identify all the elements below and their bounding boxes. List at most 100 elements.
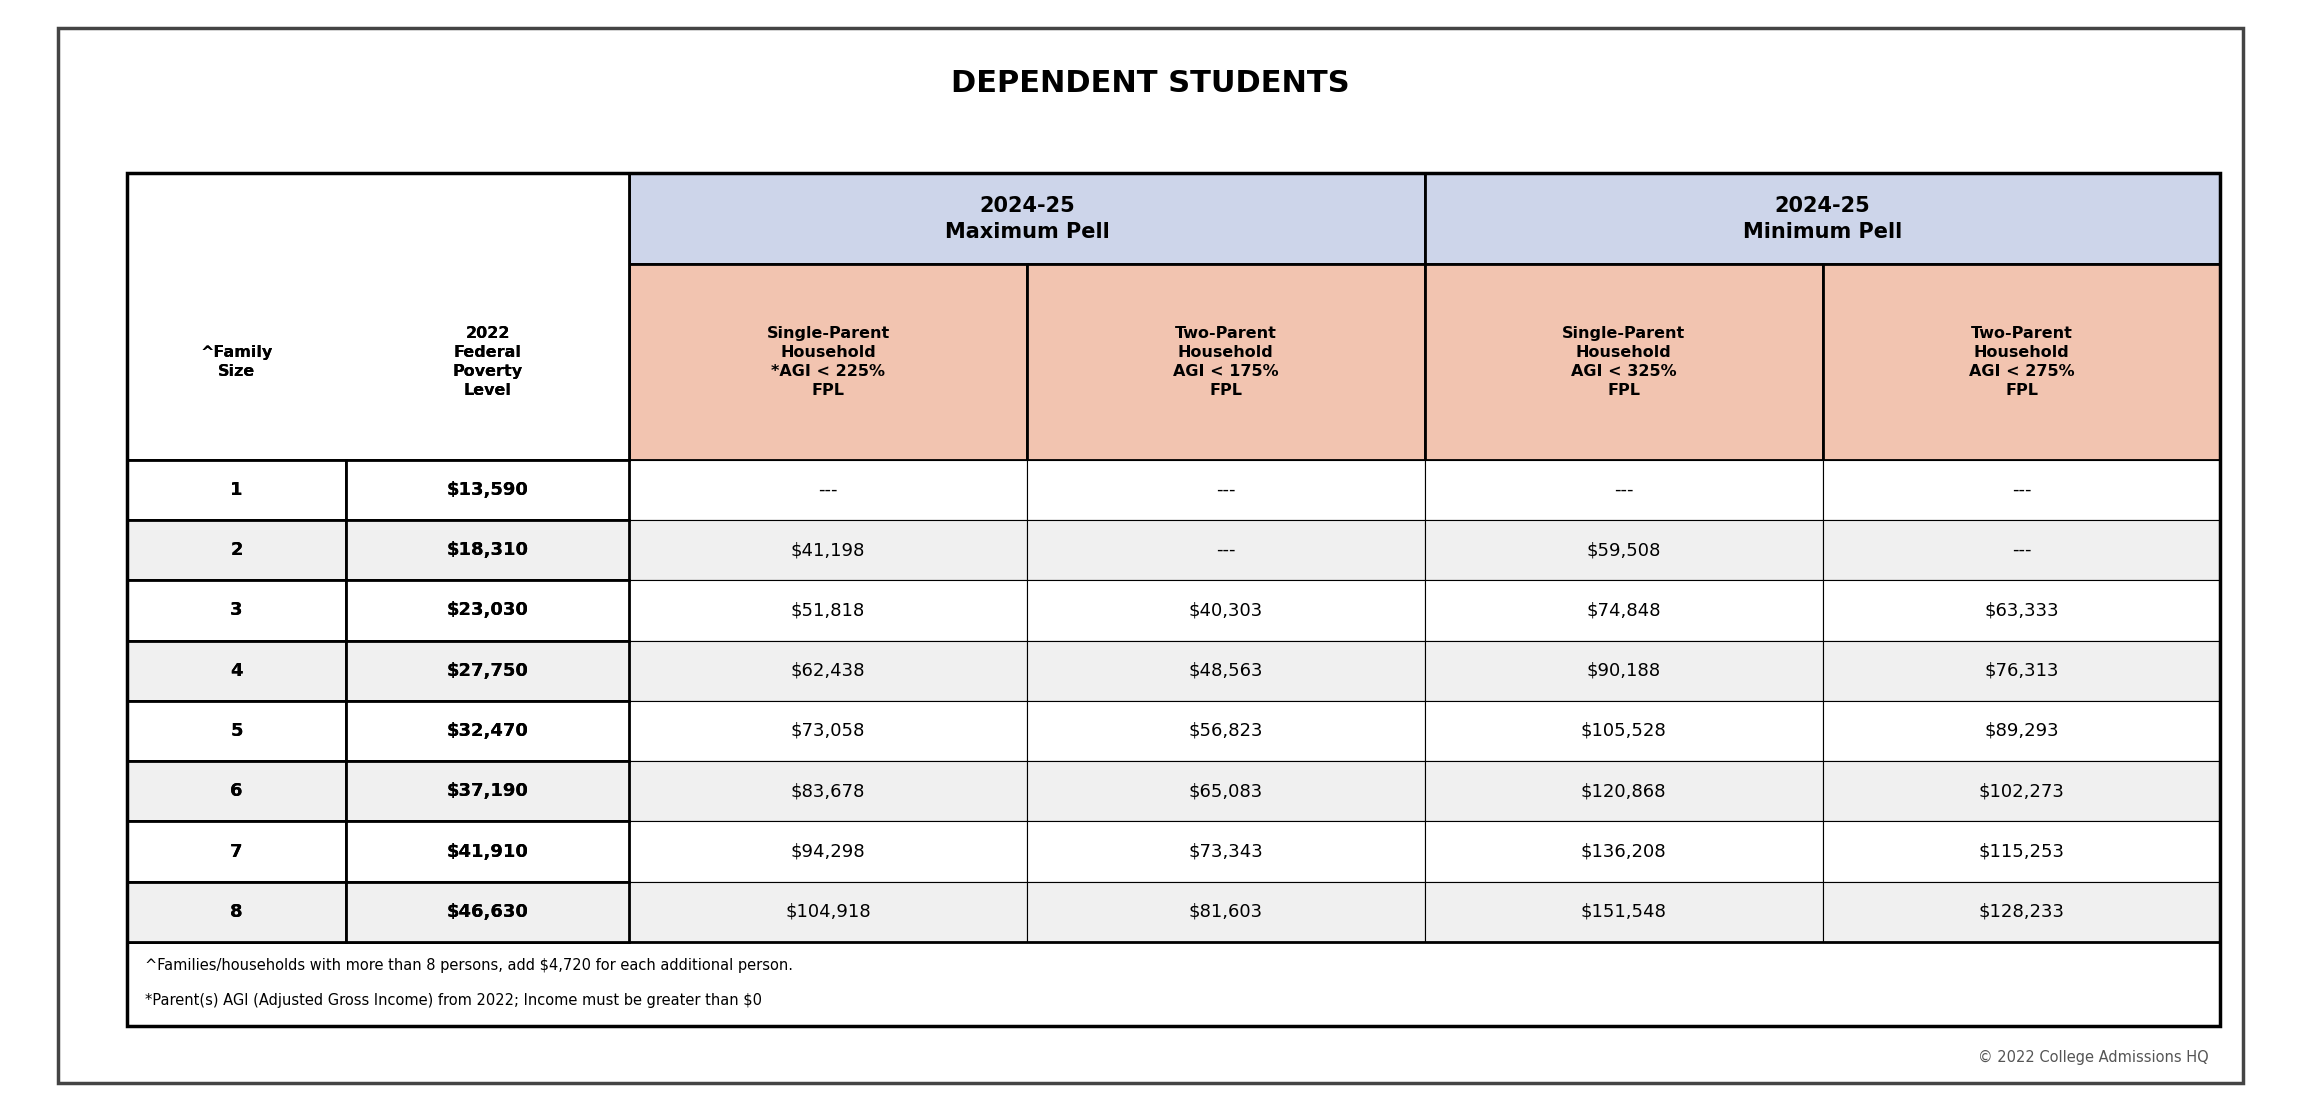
Text: DEPENDENT STUDENTS: DEPENDENT STUDENTS	[950, 69, 1351, 98]
Text: 7: 7	[230, 843, 242, 860]
Text: $23,030: $23,030	[446, 602, 529, 619]
Text: *Parent(s) AGI (Adjusted Gross Income) from 2022; Income must be greater than $0: *Parent(s) AGI (Adjusted Gross Income) f…	[145, 993, 762, 1008]
Bar	[347, 882, 628, 942]
Text: 5: 5	[230, 722, 242, 740]
Bar	[347, 580, 628, 641]
Text: $46,630: $46,630	[446, 903, 529, 921]
Bar	[1424, 641, 1822, 701]
Bar	[347, 580, 628, 641]
Text: $23,030: $23,030	[446, 602, 529, 619]
Bar	[127, 821, 347, 882]
Text: 7: 7	[230, 843, 242, 860]
Text: $65,083: $65,083	[1190, 782, 1263, 800]
Bar	[628, 580, 1026, 641]
Text: $18,310: $18,310	[446, 541, 529, 559]
Text: $46,630: $46,630	[446, 903, 529, 921]
Text: $76,313: $76,313	[1983, 662, 2059, 680]
Bar	[347, 264, 628, 460]
Bar	[1026, 701, 1424, 761]
Bar	[127, 701, 347, 761]
Text: 5: 5	[230, 722, 242, 740]
Bar	[347, 882, 628, 942]
Bar	[1822, 580, 2220, 641]
Bar	[1822, 460, 2220, 520]
Bar	[628, 882, 1026, 942]
Bar	[127, 942, 2220, 1026]
Bar	[628, 701, 1026, 761]
Text: $59,508: $59,508	[1585, 541, 1661, 559]
Text: 4: 4	[230, 662, 242, 680]
Bar	[628, 520, 1026, 580]
Bar	[127, 173, 2220, 1026]
Bar	[1424, 264, 1822, 460]
Text: $73,343: $73,343	[1190, 843, 1263, 860]
Bar	[1424, 761, 1822, 821]
Text: $90,188: $90,188	[1588, 662, 1661, 680]
Bar	[127, 173, 628, 460]
Text: 8: 8	[230, 903, 244, 921]
Bar	[127, 761, 347, 821]
Text: ---: ---	[819, 481, 838, 499]
Text: $40,303: $40,303	[1190, 602, 1263, 619]
Bar	[628, 173, 1424, 264]
Text: ---: ---	[1217, 541, 1236, 559]
Bar	[347, 460, 628, 520]
Bar	[347, 701, 628, 761]
Bar	[628, 821, 1026, 882]
Bar	[1026, 882, 1424, 942]
Bar	[127, 882, 347, 942]
Text: 1: 1	[230, 481, 242, 499]
Text: $32,470: $32,470	[446, 722, 529, 740]
Text: 2024-25
Maximum Pell: 2024-25 Maximum Pell	[946, 196, 1109, 241]
Bar	[628, 460, 1026, 520]
Text: $89,293: $89,293	[1983, 722, 2059, 740]
Bar	[127, 520, 347, 580]
Bar	[1822, 701, 2220, 761]
Text: ^Families/households with more than 8 persons, add $4,720 for each additional pe: ^Families/households with more than 8 pe…	[145, 958, 794, 973]
Bar	[127, 701, 347, 761]
Text: 2022
Federal
Poverty
Level: 2022 Federal Poverty Level	[453, 326, 522, 398]
Bar	[347, 701, 628, 761]
Bar	[127, 460, 347, 520]
Bar	[347, 520, 628, 580]
Bar	[1026, 580, 1424, 641]
Bar	[1026, 641, 1424, 701]
Bar	[1424, 460, 1822, 520]
Text: 2: 2	[230, 541, 242, 559]
Text: $27,750: $27,750	[446, 662, 529, 680]
Bar	[1822, 882, 2220, 942]
Bar	[127, 761, 347, 821]
Text: $136,208: $136,208	[1581, 843, 1666, 860]
Bar	[347, 520, 628, 580]
Text: $37,190: $37,190	[446, 782, 529, 800]
Text: 8: 8	[230, 903, 244, 921]
Bar	[1424, 580, 1822, 641]
Text: $13,590: $13,590	[446, 481, 529, 499]
Bar	[127, 580, 347, 641]
Text: $74,848: $74,848	[1585, 602, 1661, 619]
Bar	[1424, 173, 2220, 264]
Bar	[1822, 641, 2220, 701]
Text: $51,818: $51,818	[792, 602, 865, 619]
Bar	[127, 641, 347, 701]
Text: 6: 6	[230, 782, 242, 800]
Bar	[127, 641, 347, 701]
Bar	[127, 821, 347, 882]
Bar	[127, 520, 347, 580]
Text: ---: ---	[2011, 481, 2032, 499]
Bar	[1424, 520, 1822, 580]
Bar	[1026, 821, 1424, 882]
Text: $41,910: $41,910	[446, 843, 529, 860]
Bar	[1822, 821, 2220, 882]
Text: 6: 6	[230, 782, 242, 800]
Text: ---: ---	[2011, 541, 2032, 559]
Text: 2022
Federal
Poverty
Level: 2022 Federal Poverty Level	[453, 326, 522, 398]
Text: 2024-25
Minimum Pell: 2024-25 Minimum Pell	[1742, 196, 1903, 241]
Text: $105,528: $105,528	[1581, 722, 1666, 740]
Text: $104,918: $104,918	[785, 903, 870, 921]
Text: $48,563: $48,563	[1190, 662, 1263, 680]
Text: © 2022 College Admissions HQ: © 2022 College Admissions HQ	[1979, 1050, 2209, 1066]
Bar	[127, 580, 347, 641]
Bar	[1822, 520, 2220, 580]
Text: $151,548: $151,548	[1581, 903, 1666, 921]
